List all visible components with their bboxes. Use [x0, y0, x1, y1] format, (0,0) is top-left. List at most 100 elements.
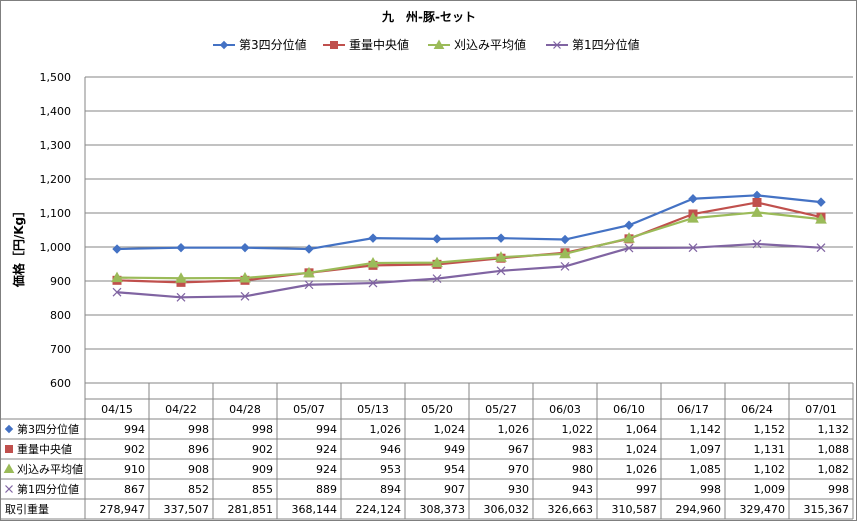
- table-row-label: 重量中央値: [17, 442, 72, 456]
- data-point: [432, 274, 442, 284]
- data-label: 1,026: [626, 463, 658, 476]
- legend: 第3四分位値 重量中央値 刈込み平均値 第1四分位値: [213, 37, 640, 52]
- data-label: 1,009: [754, 483, 786, 496]
- data-point: [496, 266, 506, 276]
- x-tick-label: 06/24: [741, 403, 773, 416]
- data-label: 306,032: [484, 503, 530, 516]
- table-legend-marker: [4, 424, 14, 434]
- data-label: 1,131: [754, 443, 786, 456]
- data-point: [752, 239, 762, 249]
- data-point: [560, 234, 570, 245]
- data-label: 894: [380, 483, 401, 496]
- data-label: 980: [572, 463, 593, 476]
- table-row-label: 第3四分位値: [17, 422, 79, 436]
- data-point: [624, 220, 634, 230]
- y-tick-label: 1,100: [40, 207, 72, 220]
- data-point: [240, 242, 250, 253]
- data-label: 1,102: [754, 463, 786, 476]
- data-label: 281,851: [228, 503, 274, 516]
- data-point: [303, 266, 315, 278]
- x-tick-label: 06/03: [549, 403, 581, 416]
- series-lines: [111, 190, 827, 302]
- data-point: [431, 256, 443, 268]
- table-legend-marker: [5, 445, 13, 453]
- x-tick-label: 05/07: [293, 403, 325, 416]
- x-tick-label: 05/20: [421, 403, 453, 416]
- data-label: 994: [124, 423, 145, 436]
- data-label: 943: [572, 483, 593, 496]
- data-point: [304, 280, 314, 290]
- y-tick-label: 800: [50, 309, 71, 322]
- data-label: 949: [444, 443, 465, 456]
- chart-title: 九 州-豚-セット: [381, 9, 476, 24]
- data-label: 967: [508, 443, 529, 456]
- legend-item: 第1四分位値: [546, 37, 640, 52]
- table-row-label: 第1四分位値: [17, 482, 79, 496]
- data-label: 983: [572, 443, 593, 456]
- y-tick-label: 1,200: [40, 173, 72, 186]
- data-point: [240, 291, 250, 301]
- y-tick-label: 700: [50, 343, 71, 356]
- data-label: 326,663: [548, 503, 594, 516]
- data-point: [687, 212, 699, 223]
- data-label: 1,082: [818, 463, 850, 476]
- legend-label: 第1四分位値: [572, 37, 640, 52]
- data-label: 855: [252, 483, 273, 496]
- legend-item: 刈込み平均値: [428, 37, 526, 52]
- y-axis-label: 価格［円/Kg］: [11, 205, 26, 288]
- table-row-label: 取引重量: [5, 502, 49, 516]
- data-label: 294,960: [676, 503, 722, 516]
- series-square: [112, 197, 826, 287]
- data-label: 998: [700, 483, 721, 496]
- series-line: [116, 194, 822, 251]
- y-tick-label: 1,300: [40, 139, 72, 152]
- data-point: [623, 232, 635, 243]
- legend-label: 重量中央値: [349, 37, 409, 52]
- data-label: 1,142: [690, 423, 722, 436]
- data-point: [368, 233, 378, 243]
- data-point: [624, 243, 634, 253]
- legend-item: 重量中央値: [323, 37, 409, 52]
- data-label: 1,026: [498, 423, 530, 436]
- y-tick-label: 600: [50, 377, 71, 390]
- data-point: [111, 271, 123, 283]
- data-label: 907: [444, 483, 465, 496]
- data-point: [304, 244, 314, 254]
- data-label: 954: [444, 463, 465, 476]
- series-diamond: [112, 190, 826, 254]
- data-point: [688, 194, 698, 204]
- data-point: [560, 261, 570, 271]
- y-tick-label: 1,000: [40, 241, 72, 254]
- data-label: 224,124: [356, 503, 402, 516]
- data-label: 867: [124, 483, 145, 496]
- legend-marker: [553, 41, 561, 49]
- x-tick-label: 04/28: [229, 403, 261, 416]
- data-point: [816, 243, 826, 253]
- x-tick-label: 04/15: [101, 403, 133, 416]
- legend-label: 刈込み平均値: [454, 37, 526, 52]
- data-label: 329,470: [740, 503, 786, 516]
- data-label: 1,026: [370, 423, 402, 436]
- data-label: 308,373: [420, 503, 466, 516]
- table-row-label: 刈込み平均値: [17, 463, 83, 476]
- data-point: [367, 256, 379, 268]
- x-tick-label: 04/22: [165, 403, 197, 416]
- data-label: 315,367: [804, 503, 850, 516]
- data-point: [815, 213, 827, 224]
- y-tick-label: 1,400: [40, 105, 72, 118]
- x-tick-label: 05/27: [485, 403, 517, 416]
- data-label: 889: [316, 483, 337, 496]
- series-line: [116, 211, 822, 280]
- y-tick-label: 900: [50, 275, 71, 288]
- legend-marker: [433, 39, 445, 49]
- data-label: 946: [380, 443, 401, 456]
- series-line: [116, 201, 822, 284]
- data-point: [496, 233, 506, 243]
- data-label: 337,507: [164, 503, 210, 516]
- data-label: 924: [316, 443, 337, 456]
- data-label: 1,085: [690, 463, 722, 476]
- gridlines: [84, 76, 853, 384]
- data-label: 852: [188, 483, 209, 496]
- series-triangle: [111, 206, 827, 283]
